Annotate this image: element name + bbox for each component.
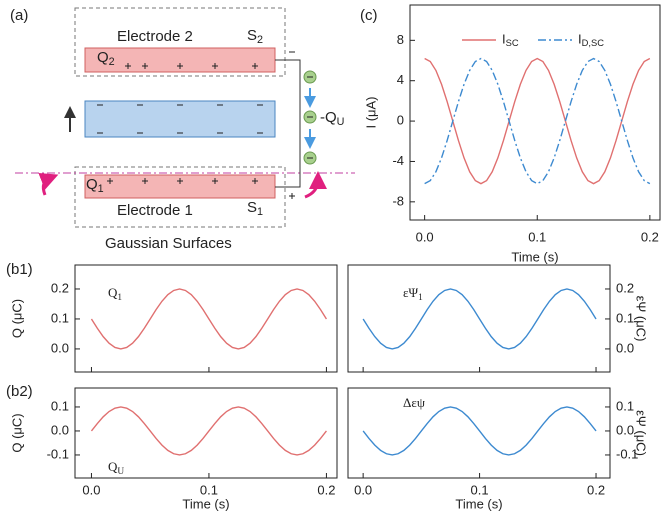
y-tick-label: 4	[397, 72, 404, 87]
y-tick-label: 0.1	[616, 398, 634, 413]
panel-label: (b1)	[6, 261, 33, 278]
electrons	[303, 70, 317, 165]
caption: Gaussian Surfaces	[105, 235, 232, 252]
surface-label: S2	[247, 27, 263, 46]
x-tick-label: 0.1	[471, 482, 489, 497]
y-tick-label: 0.1	[616, 310, 634, 325]
series-label: εΨ1	[403, 285, 423, 303]
gaussian-surface	[74, 7, 286, 77]
x-tick-label: 0.2	[587, 482, 605, 497]
y-tick-label: 0.0	[51, 340, 69, 355]
plot-frame	[409, 4, 661, 221]
diagram: Electrode 2 S2 Q2 -QU Q1 Electrode 1 S1 …	[15, 7, 355, 252]
series-line	[90, 406, 327, 456]
panel-label: (b2)	[6, 383, 33, 400]
series-line	[362, 288, 597, 350]
y-axis-label: I (μA)	[363, 96, 378, 128]
gaussian-surface	[74, 166, 286, 228]
y-tick-label: 0.1	[51, 310, 69, 325]
x-tick-label: 0.1	[528, 229, 546, 244]
y-tick-label: 0.0	[616, 422, 634, 437]
y-tick-label: -4	[392, 153, 404, 168]
y-tick-label: -0.1	[47, 446, 69, 461]
charge-signs	[97, 51, 295, 199]
legend-label: ID,SC	[578, 31, 604, 48]
x-axis-label: Time (s)	[182, 496, 229, 511]
y-tick-label: 0.0	[51, 422, 69, 437]
y-tick-label: 0.1	[51, 398, 69, 413]
y-axis-label: Q (μC)	[9, 299, 24, 338]
plot-frame	[74, 387, 338, 479]
electrode-label: Electrode 1	[117, 202, 193, 219]
x-tick-label: 0.0	[82, 482, 100, 497]
x-axis-label: Time (s)	[511, 249, 558, 264]
dielectric	[84, 100, 276, 138]
series-line	[424, 57, 651, 185]
series-line	[424, 57, 651, 185]
series-label: Q1	[108, 285, 122, 303]
y-axis-label: εΨ (μC)	[634, 410, 649, 456]
y-tick-label: -0.1	[616, 446, 638, 461]
panel-label: (c)	[360, 7, 378, 24]
flow-arrow	[38, 172, 59, 196]
series-label: QU	[108, 459, 124, 477]
series-line	[90, 288, 328, 350]
y-tick-label: 0.2	[616, 280, 634, 295]
charge-label: -QU	[320, 109, 344, 128]
panel-label: (a)	[10, 7, 28, 24]
y-tick-label: 0.2	[51, 280, 69, 295]
y-tick-label: 0	[397, 113, 404, 128]
wire	[275, 59, 301, 188]
x-tick-label: 0.2	[641, 229, 659, 244]
x-tick-label: 0.0	[416, 229, 434, 244]
x-axis-label: Time (s)	[455, 496, 502, 511]
surface-label: S1	[247, 199, 263, 218]
series-label: Δεψ	[403, 395, 425, 410]
y-axis-label: εΨ (μC)	[634, 296, 649, 342]
series-line	[362, 406, 597, 456]
y-tick-label: 0.0	[616, 340, 634, 355]
y-axis-label: Q (μC)	[9, 413, 24, 452]
x-tick-label: 0.1	[200, 482, 218, 497]
electrode-label: Electrode 2	[117, 28, 193, 45]
y-tick-label: 8	[397, 32, 404, 47]
flow-arrow	[304, 171, 327, 199]
plot-frame	[74, 264, 338, 373]
x-tick-label: 0.0	[354, 482, 372, 497]
x-tick-label: 0.2	[317, 482, 335, 497]
legend-label: ISC	[502, 31, 519, 48]
y-tick-label: -8	[392, 193, 404, 208]
plot-frame	[347, 387, 611, 479]
